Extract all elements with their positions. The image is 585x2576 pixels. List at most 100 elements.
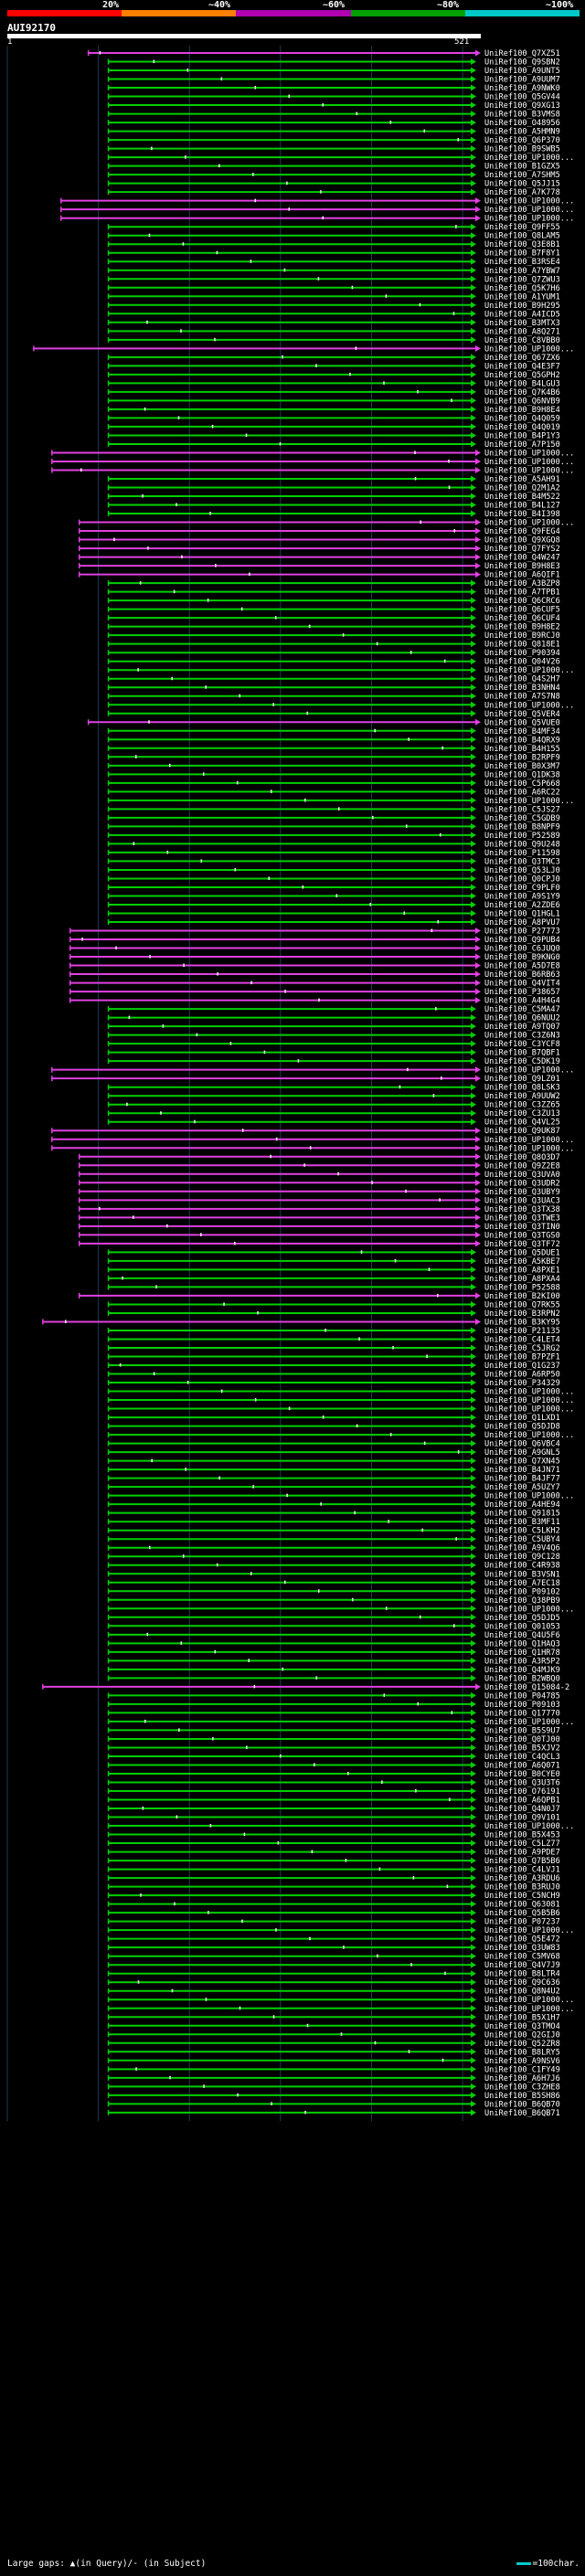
hit-label[interactable]: UniRef100_Q8LSK3 [484, 1084, 560, 1093]
hit-label[interactable]: UniRef100_Q3UAC3 [484, 1196, 560, 1205]
hit-label[interactable]: UniRef100_Q4MJK9 [484, 1666, 560, 1675]
hit-label[interactable]: UniRef100_Q5DJD5 [484, 1614, 560, 1623]
hit-label[interactable]: UniRef100_C4LVJ1 [484, 1866, 560, 1875]
hit-row[interactable]: UniRef100_A5HMN9 [107, 128, 560, 137]
hit-label[interactable]: UniRef100_A9V4Q6 [484, 1544, 560, 1553]
hit-row[interactable]: UniRef100_Q9PUB4 [69, 936, 560, 945]
hit-row[interactable]: UniRef100_Q4U5F6 [107, 1631, 560, 1640]
hit-label[interactable]: UniRef100_A9UNT5 [484, 67, 560, 76]
hit-row[interactable]: UniRef100_P52589 [107, 832, 560, 841]
hit-label[interactable]: UniRef100_Q3UW83 [484, 1944, 560, 1953]
hit-row[interactable]: UniRef100_A5KBE7 [107, 1257, 560, 1267]
hit-label[interactable]: UniRef100_Q5DJD8 [484, 1423, 560, 1432]
hit-label[interactable]: UniRef100_B7PZF1 [484, 1353, 560, 1362]
hit-row[interactable]: UniRef100_Q7RK55 [107, 1300, 560, 1309]
hit-row[interactable]: UniRef100_B4L127 [107, 502, 560, 511]
hit-label[interactable]: UniRef100_Q3TWE3 [484, 1214, 560, 1223]
hit-label[interactable]: UniRef100_C5GDB9 [484, 814, 560, 823]
hit-label[interactable]: UniRef100_Q4VL25 [484, 1118, 560, 1128]
hit-row[interactable]: UniRef100_Q7XZ51 [87, 49, 560, 58]
hit-row[interactable]: UniRef100_Q4MJK9 [107, 1666, 560, 1675]
hit-label[interactable]: UniRef100_Q15084-2 [484, 1683, 569, 1692]
hit-row[interactable]: UniRef100_Q5E472 [107, 1935, 560, 1945]
hit-label[interactable]: UniRef100_Q9C128 [484, 1553, 560, 1562]
hit-row[interactable]: UniRef100_A4HE94 [107, 1500, 560, 1510]
hit-row[interactable]: UniRef100_B8LRY5 [107, 2048, 560, 2057]
hit-label[interactable]: UniRef100_Q5JJ15 [484, 180, 560, 189]
hit-label[interactable]: UniRef100_A5D7E8 [484, 962, 560, 971]
hit-row[interactable]: UniRef100_A3BZP8 [107, 579, 560, 588]
hit-label[interactable]: UniRef100_Q3TMC3 [484, 857, 560, 866]
hit-label[interactable]: UniRef100_Q2GIJ0 [484, 2030, 560, 2040]
hit-label[interactable]: UniRef100_A9NSV6 [484, 2057, 560, 2066]
hit-label[interactable]: UniRef100_Q7XN45 [484, 1458, 560, 1467]
hit-label[interactable]: UniRef100_C6JUQ0 [484, 945, 560, 954]
hit-row[interactable]: UniRef100_Q7XN45 [107, 1458, 560, 1467]
hit-row[interactable]: UniRef100_Q7FYS2 [78, 545, 560, 554]
hit-label[interactable]: UniRef100_UP1000... [484, 1405, 574, 1415]
hit-label[interactable]: UniRef100_C4QCL3 [484, 1753, 560, 1762]
hit-row[interactable]: UniRef100_Q4E3F7 [107, 362, 560, 371]
hit-row[interactable]: UniRef100_A5UZY7 [107, 1483, 560, 1492]
hit-row[interactable]: UniRef100_Q9SBN2 [107, 58, 560, 68]
hit-row[interactable]: UniRef100_Q9XGQ8 [78, 536, 560, 546]
hit-row[interactable]: UniRef100_Q52ZR8 [107, 2040, 560, 2049]
hit-label[interactable]: UniRef100_UP1000... [484, 449, 574, 458]
hit-label[interactable]: UniRef100_A6QPB1 [484, 1797, 560, 1806]
hit-row[interactable]: UniRef100_A7S7N8 [107, 693, 560, 702]
hit-label[interactable]: UniRef100_B4MF34 [484, 727, 560, 737]
hit-row[interactable]: UniRef100_O76191 [107, 1787, 560, 1797]
hit-row[interactable]: UniRef100_Q6NUU2 [107, 1014, 560, 1023]
hit-row[interactable]: UniRef100_O48956 [107, 119, 560, 128]
hit-row[interactable]: UniRef100_Q6VBC4 [107, 1440, 560, 1449]
hit-label[interactable]: UniRef100_UP1000... [484, 466, 574, 475]
hit-row[interactable]: UniRef100_Q1HAQ3 [107, 1639, 560, 1648]
hit-label[interactable]: UniRef100_UP1000... [484, 345, 574, 354]
hit-label[interactable]: UniRef100_A9UUW2 [484, 1092, 560, 1101]
hit-row[interactable]: UniRef100_C4R938 [107, 1562, 560, 1571]
hit-label[interactable]: UniRef100_C5MV68 [484, 1953, 560, 1962]
hit-label[interactable]: UniRef100_Q4W247 [484, 554, 560, 563]
hit-row[interactable]: UniRef100_Q3TMO4 [107, 2022, 560, 2031]
hit-row[interactable]: UniRef100_A2ZDE6 [107, 901, 560, 910]
hit-row[interactable]: UniRef100_P90394 [107, 649, 560, 658]
hit-label[interactable]: UniRef100_C5LKH2 [484, 1527, 560, 1536]
hit-label[interactable]: UniRef100_A7K778 [484, 188, 560, 197]
hit-label[interactable]: UniRef100_A1YUM1 [484, 292, 560, 302]
hit-row[interactable]: UniRef100_Q01053 [107, 1622, 560, 1631]
hit-row[interactable]: UniRef100_C4LVJ1 [107, 1866, 560, 1875]
hit-row[interactable]: UniRef100_Q5GV44 [107, 93, 560, 102]
hit-label[interactable]: UniRef100_Q3TX38 [484, 1205, 560, 1214]
hit-row[interactable]: UniRef100_A8PXA4 [107, 1275, 560, 1284]
hit-row[interactable]: UniRef100_Q3TWE3 [78, 1214, 560, 1223]
hit-row[interactable]: UniRef100_Q5JJ15 [107, 180, 560, 189]
hit-row[interactable]: UniRef100_UP1000... [51, 458, 575, 467]
hit-label[interactable]: UniRef100_Q4N0J7 [484, 1805, 560, 1814]
hit-label[interactable]: UniRef100_UP1000... [484, 666, 574, 675]
hit-label[interactable]: UniRef100_C4R938 [484, 1562, 560, 1571]
hit-label[interactable]: UniRef100_Q9UK87 [484, 1127, 560, 1136]
hit-label[interactable]: UniRef100_Q2M1A2 [484, 484, 560, 493]
hit-label[interactable]: UniRef100_A7P150 [484, 440, 560, 450]
hit-label[interactable]: UniRef100_O48956 [484, 119, 560, 128]
hit-label[interactable]: UniRef100_Q7B5B6 [484, 1857, 560, 1866]
hit-label[interactable]: UniRef100_P52588 [484, 1283, 560, 1292]
hit-row[interactable]: UniRef100_P21135 [107, 1327, 560, 1336]
hit-label[interactable]: UniRef100_A3R5P2 [484, 1657, 560, 1666]
hit-label[interactable]: UniRef100_C9PLF0 [484, 884, 560, 893]
hit-label[interactable]: UniRef100_Q3UDR2 [484, 1179, 560, 1188]
hit-label[interactable]: UniRef100_B4JN71 [484, 1466, 560, 1475]
hit-row[interactable]: UniRef100_B2RPF9 [107, 753, 560, 762]
hit-row[interactable]: UniRef100_Q9C636 [107, 1978, 560, 1988]
hit-label[interactable]: UniRef100_A9TQ07 [484, 1023, 560, 1032]
hit-row[interactable]: UniRef100_A8Q271 [107, 327, 560, 336]
hit-label[interactable]: UniRef100_UP1000... [484, 701, 574, 710]
hit-label[interactable]: UniRef100_Q6NVB9 [484, 397, 560, 406]
hit-label[interactable]: UniRef100_Q9Z2E8 [484, 1161, 560, 1171]
hit-label[interactable]: UniRef100_B4H155 [484, 745, 560, 754]
hit-label[interactable]: UniRef100_P34329 [484, 1379, 560, 1388]
hit-label[interactable]: UniRef100_B3RUJ0 [484, 1883, 560, 1892]
hit-label[interactable]: UniRef100_B5X453 [484, 1831, 560, 1840]
hit-row[interactable]: UniRef100_Q4Q059 [107, 414, 560, 423]
hit-label[interactable]: UniRef100_Q1HAQ3 [484, 1639, 560, 1648]
